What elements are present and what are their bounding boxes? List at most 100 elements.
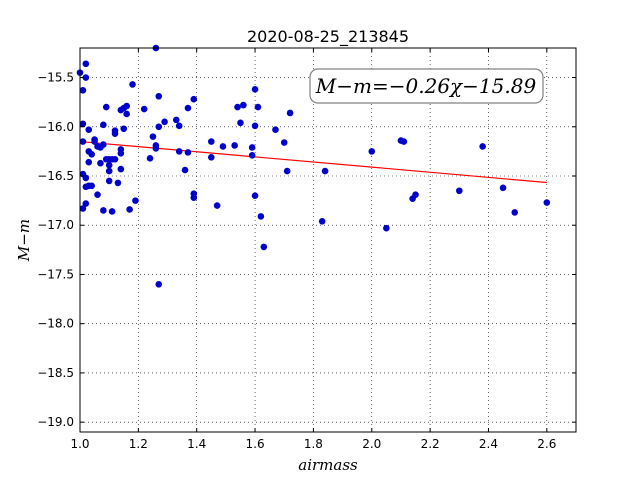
- data-point: [257, 213, 265, 220]
- data-point: [479, 143, 486, 150]
- data-point: [82, 200, 90, 207]
- data-point: [111, 130, 119, 137]
- data-point: [254, 103, 262, 111]
- data-point: [184, 149, 192, 156]
- data-point: [412, 191, 419, 199]
- data-point: [149, 133, 157, 140]
- data-point: [100, 121, 107, 129]
- fit-equation-box: M−m=−0.26χ−15.89: [309, 68, 544, 104]
- data-point: [190, 95, 198, 103]
- data-point: [91, 138, 98, 145]
- data-point: [175, 122, 183, 130]
- data-point: [79, 138, 87, 145]
- data-point: [213, 202, 221, 209]
- y-tick-label: −19.0: [37, 415, 74, 429]
- data-point: [172, 116, 180, 124]
- data-point: [207, 138, 215, 145]
- points-layer: [76, 44, 551, 288]
- data-point: [100, 141, 107, 148]
- data-point: [82, 174, 90, 182]
- data-point: [102, 103, 110, 111]
- data-point: [111, 155, 119, 163]
- y-tick-label: −17.5: [37, 267, 74, 281]
- x-tick-label: 2.4: [479, 437, 498, 451]
- data-point: [123, 110, 130, 118]
- data-point: [79, 120, 87, 128]
- data-point: [543, 199, 551, 206]
- data-point: [94, 191, 101, 199]
- data-point: [82, 60, 90, 68]
- fit-equation: M−m=−0.26χ−15.89: [315, 74, 537, 98]
- data-point: [85, 158, 93, 166]
- data-point: [126, 206, 133, 213]
- data-point: [88, 151, 95, 158]
- data-point: [175, 148, 183, 155]
- data-point: [132, 197, 139, 204]
- data-point: [455, 187, 463, 195]
- plot-frame: [79, 47, 577, 433]
- data-point: [105, 177, 113, 185]
- y-tick-label: −16.0: [37, 120, 74, 134]
- data-point: [181, 166, 189, 174]
- y-tick-label: −18.5: [37, 366, 74, 380]
- data-point: [140, 105, 148, 113]
- data-point: [318, 217, 326, 225]
- data-point: [105, 167, 113, 175]
- y-tick-label: −15.5: [37, 71, 74, 85]
- data-point: [120, 125, 128, 133]
- data-point: [321, 167, 329, 175]
- x-tick-label: 2.0: [362, 437, 381, 451]
- data-point: [400, 138, 408, 145]
- data-point: [219, 143, 227, 150]
- data-point: [231, 142, 238, 149]
- data-point: [155, 281, 163, 288]
- data-point: [114, 179, 122, 187]
- data-point: [79, 205, 87, 212]
- x-axis-label: airmass: [298, 456, 358, 474]
- chart-title: 2020-08-25_213845: [247, 27, 409, 47]
- x-tick-label: 1.4: [187, 437, 206, 451]
- data-point: [207, 153, 215, 161]
- x-tick-label: 2.6: [537, 437, 556, 451]
- data-point: [251, 192, 259, 199]
- data-point: [152, 142, 160, 149]
- data-point: [79, 87, 87, 94]
- data-point: [85, 126, 93, 134]
- data-point: [286, 109, 294, 117]
- data-point: [105, 161, 113, 169]
- x-tick-label: 2.2: [421, 437, 440, 451]
- data-point: [117, 150, 125, 157]
- data-point: [248, 152, 256, 159]
- data-point: [234, 103, 241, 111]
- data-point: [97, 159, 104, 167]
- data-point: [237, 119, 244, 127]
- y-tick-label: −16.5: [37, 169, 74, 183]
- data-point: [155, 92, 163, 100]
- data-point: [129, 81, 136, 88]
- x-tick-label: 1.2: [129, 437, 148, 451]
- y-tick-label: −18.0: [37, 317, 74, 331]
- data-point: [155, 123, 163, 131]
- y-axis-label: M−m: [15, 219, 33, 262]
- data-point: [272, 126, 279, 134]
- data-point: [283, 167, 291, 175]
- data-point: [146, 154, 154, 162]
- data-point: [383, 224, 390, 232]
- data-point: [260, 243, 268, 251]
- data-point: [251, 122, 259, 130]
- data-point: [108, 208, 116, 215]
- data-point: [123, 102, 130, 110]
- data-point: [190, 194, 198, 201]
- data-point: [499, 184, 507, 192]
- grid: [79, 48, 576, 432]
- x-tick-label: 1.8: [304, 437, 323, 451]
- data-point: [184, 104, 192, 112]
- data-point: [240, 101, 247, 109]
- data-point: [248, 144, 256, 151]
- x-tick-label: 1.0: [70, 437, 89, 451]
- ticks-layer: 1.0 1.2 1.4 1.6 1.8 2.0 2.2 2.4 2.6 −15.5 −16.0 −16…: [37, 48, 576, 451]
- data-point: [368, 148, 376, 155]
- fit-equation-frame: [309, 68, 544, 104]
- data-point: [280, 139, 288, 146]
